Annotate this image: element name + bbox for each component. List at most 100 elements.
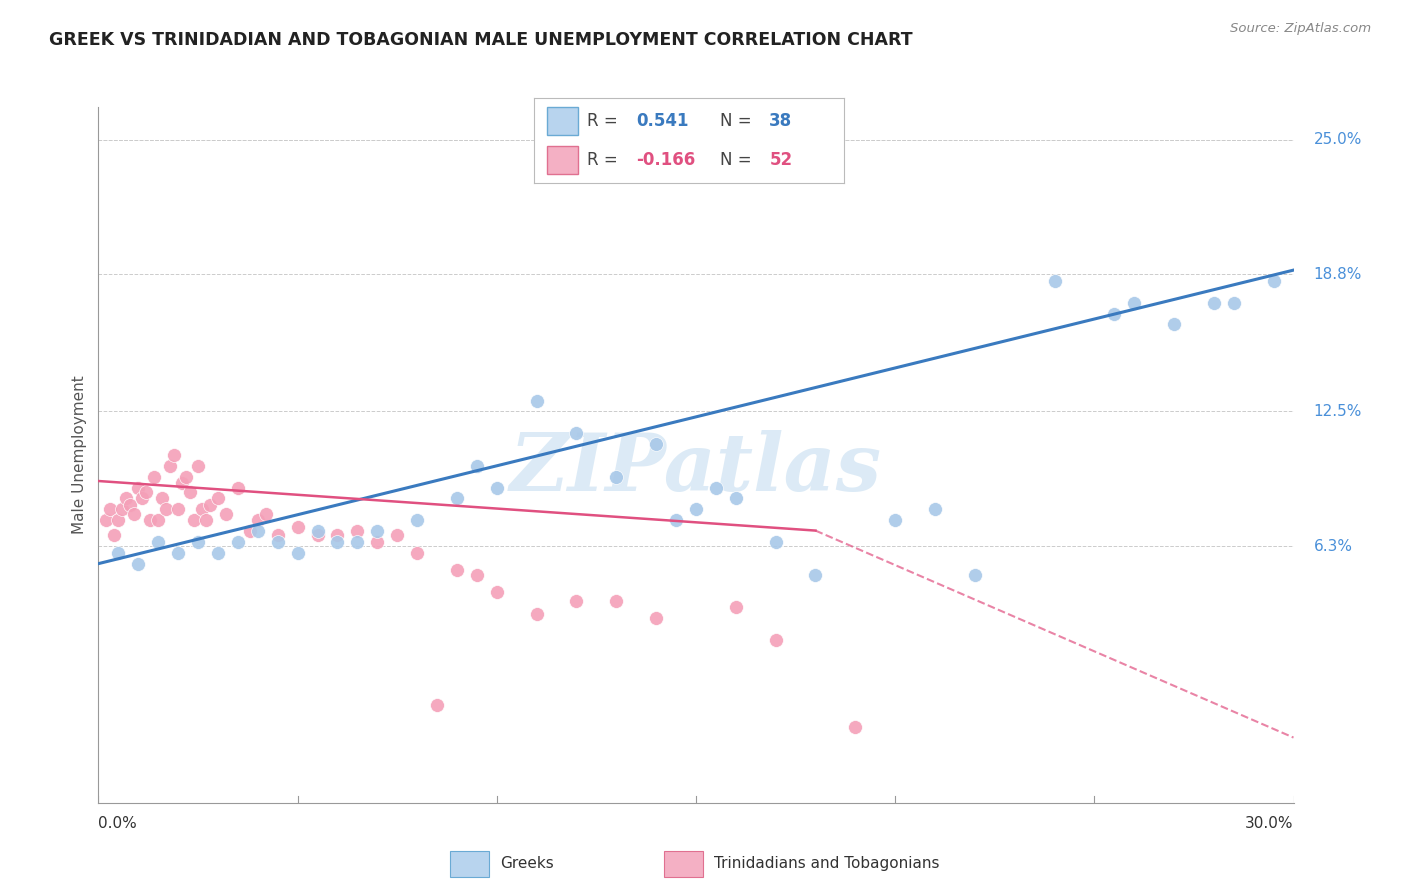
Point (207, 491, 229, 506)
Point (179, 484, 201, 499)
Point (98, 502, 122, 516)
Point (215, 507, 238, 521)
Point (485, 481, 508, 495)
Point (724, 600, 747, 615)
Point (326, 534, 349, 549)
Text: 0.0%: 0.0% (98, 816, 138, 830)
Point (704, 481, 727, 495)
Point (844, 720, 866, 734)
Text: Trinidadians and Tobagonians: Trinidadians and Tobagonians (714, 855, 939, 871)
Text: 12.5%: 12.5% (1313, 404, 1362, 419)
Point (765, 632, 787, 647)
Text: 0.541: 0.541 (637, 112, 689, 130)
Point (465, 567, 488, 582)
Point (565, 593, 588, 607)
Point (239, 524, 262, 538)
Point (685, 502, 707, 516)
Point (385, 528, 409, 542)
Point (884, 513, 907, 527)
Point (167, 502, 190, 516)
Point (198, 498, 221, 512)
Point (187, 458, 209, 473)
Point (1202, 295, 1225, 310)
Point (103, 528, 125, 542)
FancyBboxPatch shape (664, 851, 703, 877)
FancyBboxPatch shape (547, 146, 578, 175)
Text: Greeks: Greeks (501, 855, 554, 871)
FancyBboxPatch shape (547, 107, 578, 135)
Point (107, 513, 129, 527)
Point (346, 524, 368, 538)
Point (326, 528, 349, 542)
Point (645, 611, 668, 625)
Point (765, 534, 787, 549)
Text: -0.166: -0.166 (637, 151, 696, 169)
Text: R =: R = (586, 151, 623, 169)
Point (96, 513, 118, 527)
Point (267, 534, 290, 549)
Text: GREEK VS TRINIDADIAN AND TOBAGONIAN MALE UNEMPLOYMENT CORRELATION CHART: GREEK VS TRINIDADIAN AND TOBAGONIAN MALE… (49, 31, 912, 49)
Point (163, 448, 186, 462)
Point (804, 567, 827, 582)
Point (267, 528, 290, 542)
Point (307, 528, 329, 542)
Text: 38: 38 (769, 112, 793, 130)
Point (366, 524, 388, 538)
Text: 30.0%: 30.0% (1246, 816, 1294, 830)
Point (426, 698, 449, 712)
Point (465, 458, 488, 473)
Point (127, 481, 149, 495)
Point (446, 491, 468, 506)
Point (1222, 295, 1246, 310)
Point (605, 469, 627, 483)
Text: 52: 52 (769, 151, 793, 169)
Text: 18.8%: 18.8% (1313, 267, 1362, 282)
Point (526, 393, 548, 408)
Point (406, 546, 429, 560)
Point (124, 507, 146, 521)
Text: N =: N = (720, 112, 756, 130)
Point (526, 607, 548, 621)
Point (111, 502, 134, 516)
Point (115, 491, 138, 506)
Point (159, 458, 181, 473)
Point (1043, 274, 1066, 288)
Text: ZIPatlas: ZIPatlas (510, 430, 882, 508)
Y-axis label: Male Unemployment: Male Unemployment (72, 376, 87, 534)
Point (135, 484, 157, 499)
Point (174, 469, 197, 483)
Point (226, 481, 249, 495)
Point (187, 534, 209, 549)
Point (155, 502, 177, 516)
Point (565, 426, 588, 441)
Point (107, 546, 129, 560)
Point (150, 491, 173, 506)
Text: 25.0%: 25.0% (1313, 132, 1362, 147)
Point (605, 593, 627, 607)
Point (254, 507, 277, 521)
Point (148, 513, 170, 527)
Text: R =: R = (586, 112, 623, 130)
Point (226, 534, 249, 549)
Point (139, 513, 162, 527)
Point (246, 513, 269, 527)
Point (183, 513, 205, 527)
Point (1163, 318, 1185, 332)
Point (446, 563, 468, 577)
Point (131, 491, 153, 506)
Point (207, 546, 229, 560)
Point (1102, 307, 1125, 321)
Point (167, 546, 190, 560)
Point (665, 513, 688, 527)
Point (172, 476, 194, 491)
Point (287, 519, 309, 533)
Point (485, 585, 508, 599)
Text: Source: ZipAtlas.com: Source: ZipAtlas.com (1230, 22, 1371, 36)
Point (191, 502, 214, 516)
Point (148, 534, 170, 549)
Point (307, 524, 329, 538)
Point (924, 502, 946, 516)
Point (194, 513, 218, 527)
Point (1123, 295, 1146, 310)
Point (246, 524, 269, 538)
